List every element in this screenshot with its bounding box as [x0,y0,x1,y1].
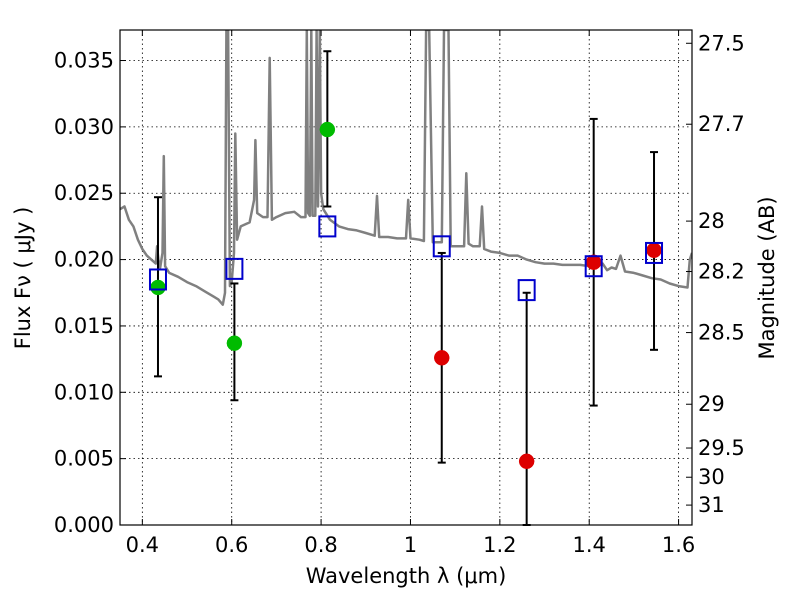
y-axis-title: Flux Fν ( μJy ) [11,207,35,350]
magnitude-tick-label: 28.2 [698,260,745,284]
x-tick-label: 1.4 [573,533,606,557]
x-tick-label: 0.4 [126,533,159,557]
y-tick-label: 0.025 [54,181,114,205]
model-photometry-square [517,279,536,302]
model-photometry-square [645,241,664,264]
x-tick-label: 1.2 [483,533,516,557]
x-tick-label: 0.6 [215,533,248,557]
data-markers [148,121,664,470]
model-photometry-square [432,235,451,258]
magnitude-tick-label: 30 [698,465,725,489]
magnitude-tick-label: 28.5 [698,321,745,345]
plot-frame [119,29,693,526]
y-tick-label: 0.015 [54,314,114,338]
flux-data-point [319,121,336,138]
x-tick-label: 0.8 [304,533,337,557]
y-tick-label: 0.000 [54,513,114,537]
model-photometry-square [318,215,337,238]
magnitude-tick-label: 28 [698,209,725,233]
magnitude-tick-label: 27.7 [698,112,745,136]
flux-data-point [518,453,535,470]
flux-data-point [226,335,243,351]
y-tick-label: 0.030 [54,115,114,139]
y-tick-label: 0.035 [54,49,114,73]
x-tick-label: 1.6 [662,533,695,557]
magnitude-tick-label: 31 [698,493,725,517]
magnitude-tick-label: 29.5 [698,436,745,460]
y-tick-label: 0.020 [54,248,114,272]
y2-axis-title: Magnitude (AB) [755,196,779,359]
magnitude-tick-label: 27.5 [698,31,745,55]
flux-data-point [150,279,166,296]
y-tick-label: 0.005 [54,447,114,471]
x-tick-label: 1 [404,533,417,557]
plot-background [120,30,692,525]
y-tick-label: 0.010 [54,380,114,404]
model-photometry-square [584,255,603,278]
magnitude-tick-label: 29 [698,392,725,416]
ticks: 0.4 0.6 0.8 1 1.2 1.4 1.6 0.000 0.005 0.010 0.015 0… [54,30,745,557]
flux-data-point [434,350,450,366]
flux-data-point [646,242,662,259]
model-photometry-square [225,257,244,280]
model-photometry-square [148,268,167,291]
x-axis-title: Wavelength λ (μm) [306,564,507,588]
